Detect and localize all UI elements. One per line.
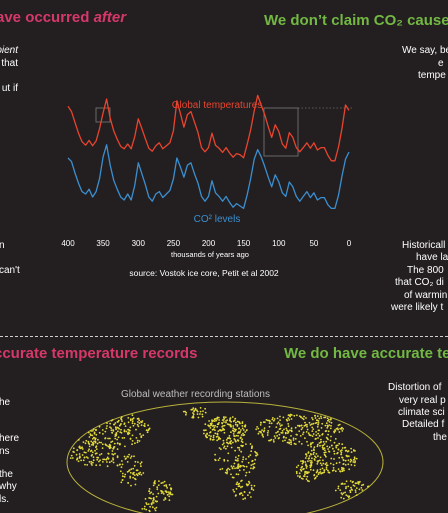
right-top-line-8: of warmin <box>404 290 448 301</box>
left-top-heading-plain: ave occurred <box>0 9 94 26</box>
right-bottom-line-3: climate sci <box>398 407 445 418</box>
right-bottom-line-2: very real p <box>399 395 446 406</box>
section-divider <box>0 336 448 337</box>
highlight-frames <box>95 107 299 157</box>
right-top-line-2: e <box>438 58 444 69</box>
x-axis-label: thousands of years ago <box>171 250 249 259</box>
left-bottom-line-2: here <box>0 433 20 444</box>
right-top-line-9: were likely t <box>391 302 444 313</box>
left-top-heading: ave occurred after <box>0 9 126 26</box>
x-tick-label: 0 <box>347 239 352 248</box>
right-top-line-4: Historicall <box>402 240 446 251</box>
right-top-line-3: tempe <box>418 70 446 81</box>
left-top-line-1: pient <box>0 45 18 56</box>
left-top-line-5: can't <box>0 265 20 276</box>
series-line-co2 <box>67 144 350 210</box>
left-top-line-4: n <box>0 240 5 251</box>
right-top-heading: We don’t claim CO₂ caused t <box>264 12 448 29</box>
x-tick-label: 200 <box>202 239 216 248</box>
right-bottom-line-1: Distortion of <box>388 382 442 393</box>
left-bottom-line-1: he <box>0 397 11 408</box>
right-top-line-7: that CO₂ di <box>395 277 444 288</box>
x-tick-label: 250 <box>167 239 181 248</box>
x-tick-label: 50 <box>309 239 318 248</box>
right-bottom-line-5: the <box>433 432 447 443</box>
frame-interglacial-130 <box>263 107 299 157</box>
right-bottom-heading: We do have accurate tem <box>284 345 448 362</box>
right-bottom-line-4: Detailed f <box>402 419 445 430</box>
right-top-line-6: The 800 <box>407 265 444 276</box>
x-tick-label: 400 <box>61 239 75 248</box>
chart-source: source: Vostok ice core, Petit et al 200… <box>129 268 279 278</box>
x-tick-label: 150 <box>237 239 251 248</box>
series-label-temperature: Global temperatures <box>172 100 263 111</box>
right-top-line-5: have la <box>416 252 448 263</box>
left-bottom-heading: ccurate temperature records <box>0 345 198 362</box>
map-title: Global weather recording stations <box>121 389 270 400</box>
left-top-line-2: that <box>1 58 18 69</box>
left-bottom-line-5: why <box>0 481 17 492</box>
x-tick-label: 100 <box>272 239 286 248</box>
series-label-co2: CO² levels <box>194 214 241 225</box>
left-top-line-3: ut if <box>1 83 18 94</box>
left-bottom-line-4: the <box>0 469 13 480</box>
x-tick-label: 350 <box>96 239 110 248</box>
x-tick-label: 300 <box>132 239 146 248</box>
x-axis-ticks: 400 350 300 250 200 150 100 50 0 <box>61 239 351 248</box>
right-top-line-1: We say, be <box>402 45 448 56</box>
series-line-temperature <box>67 94 350 162</box>
left-bottom-line-3: ns <box>0 446 10 457</box>
left-bottom-line-6: ls. <box>0 494 9 505</box>
left-top-heading-emphasis: after <box>93 9 127 26</box>
